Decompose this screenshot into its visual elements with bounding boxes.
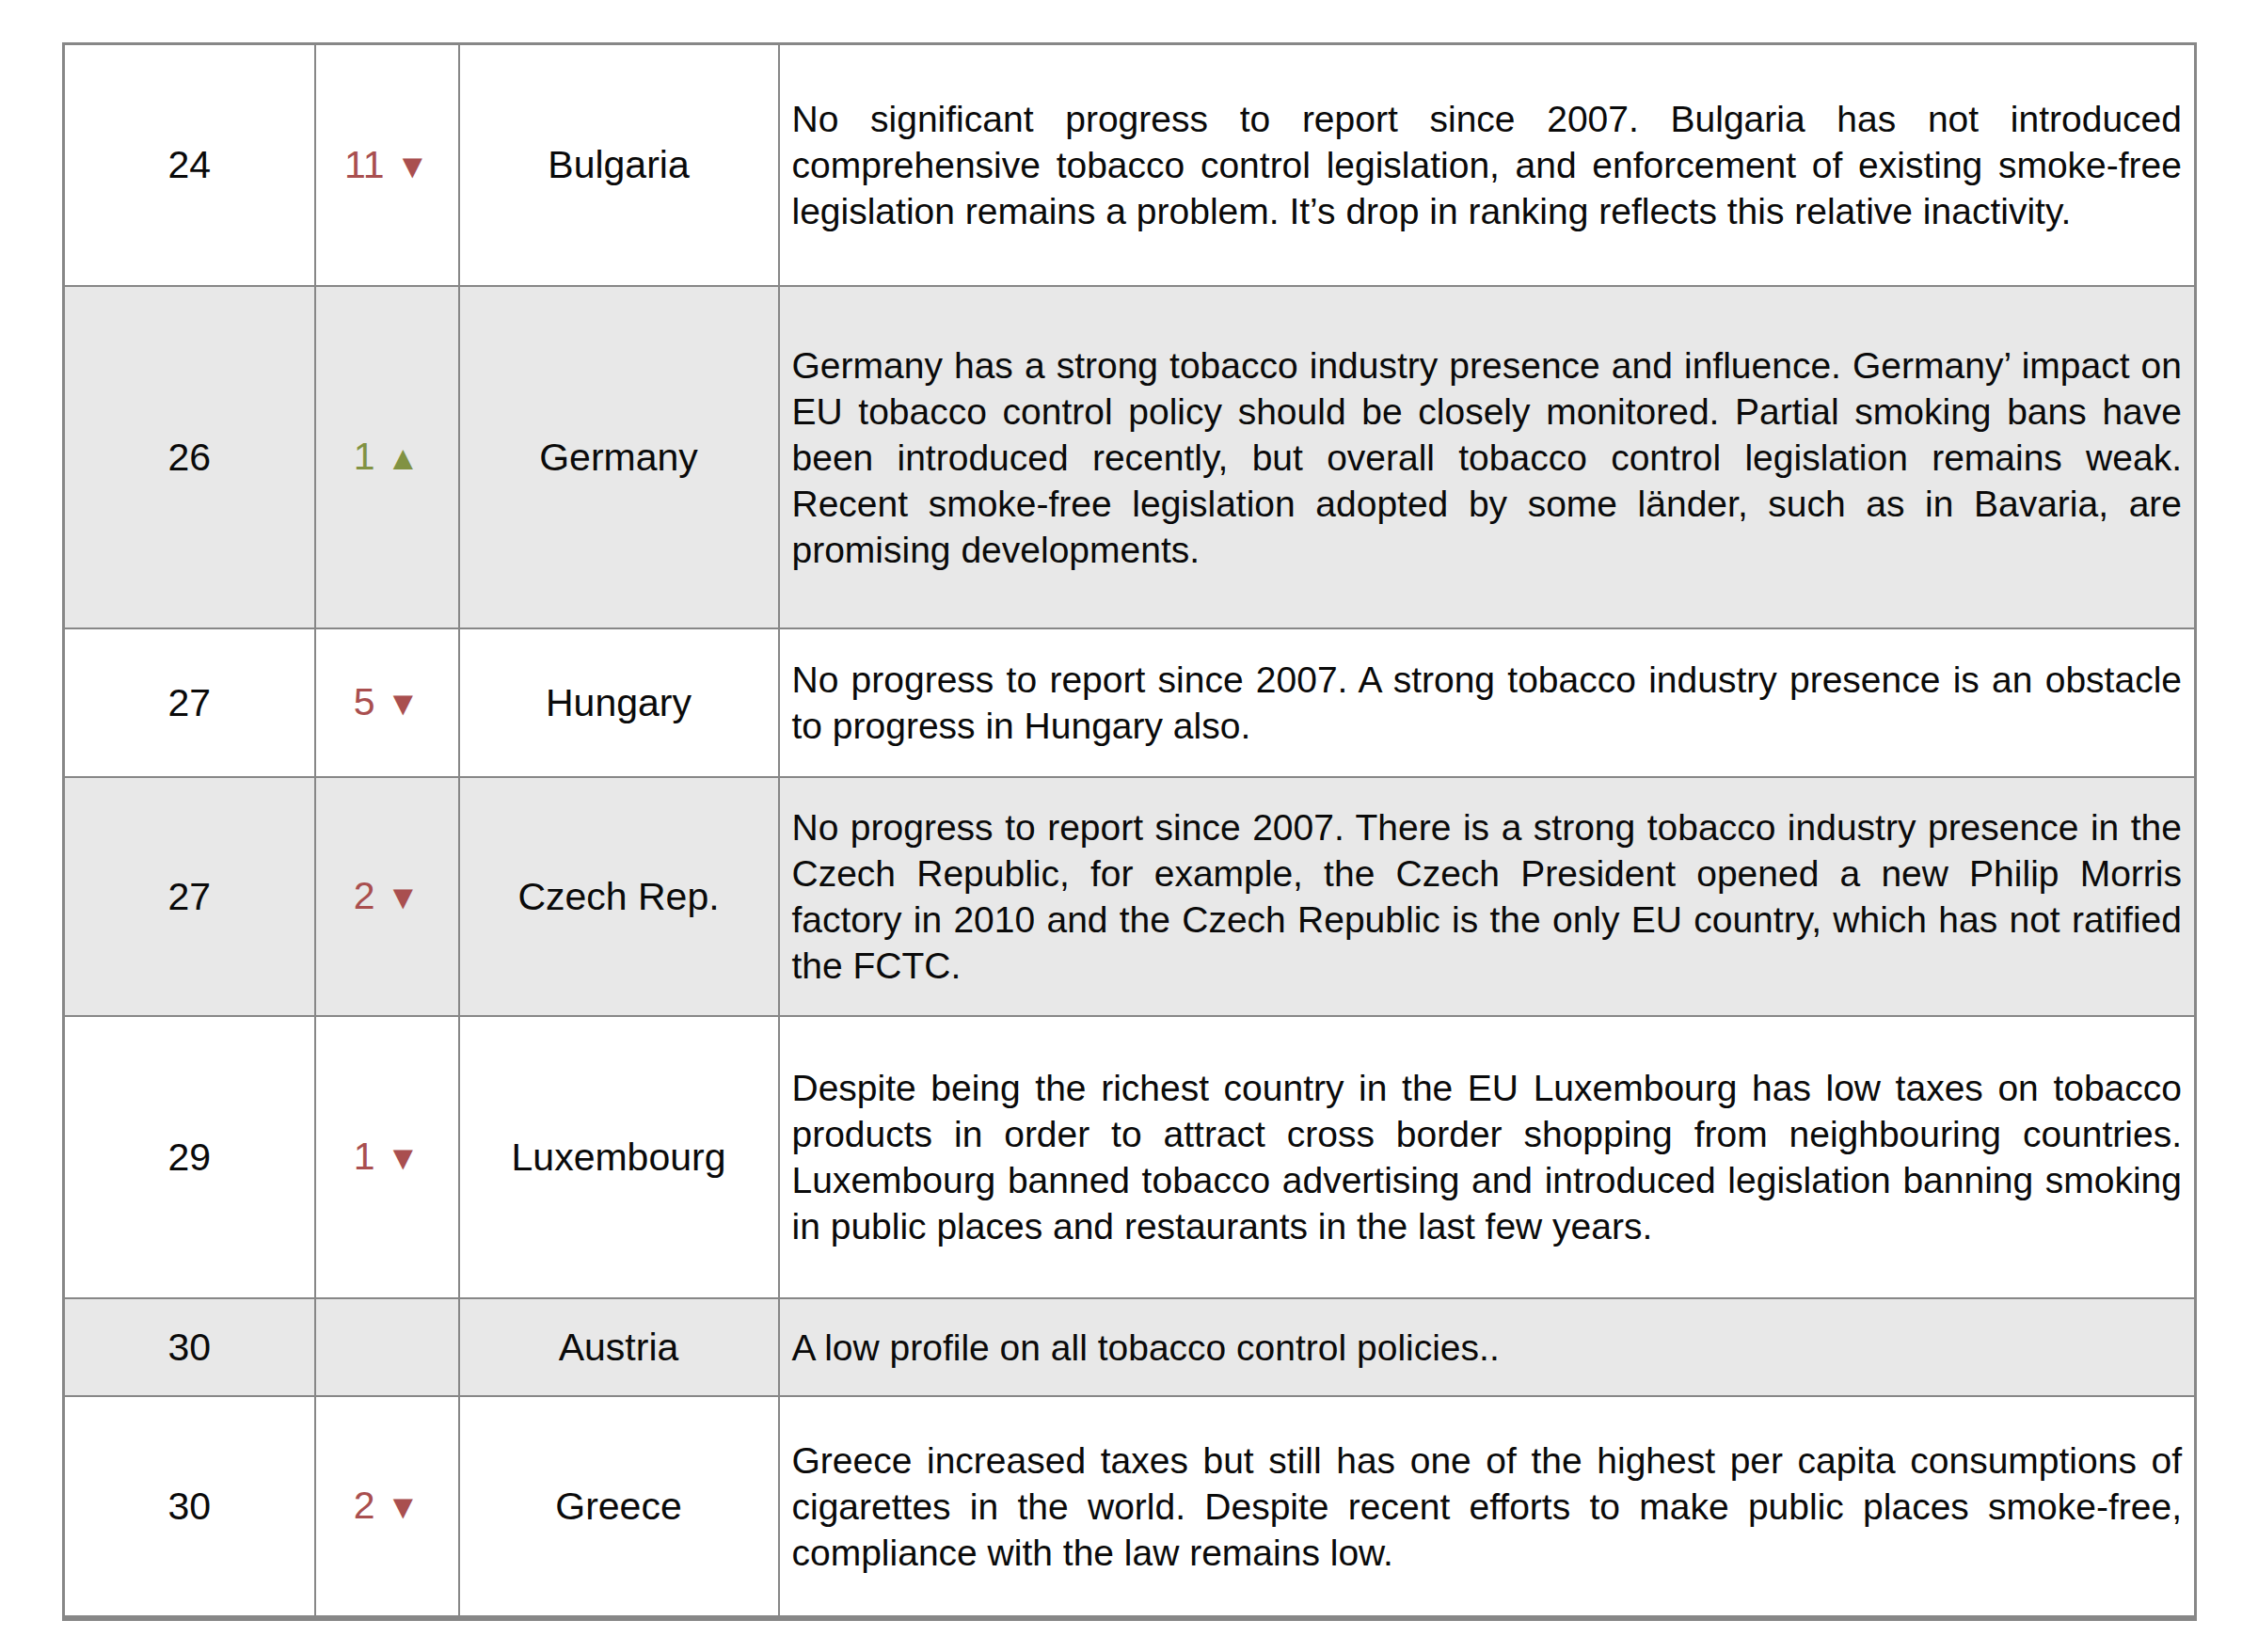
table-row: 26 1▲ Germany Germany has a strong tobac… [64,286,2196,628]
rank-value: 24 [64,44,315,287]
country-name: Czech Rep. [459,777,779,1016]
rank-change-cell: 1▼ [315,1016,459,1298]
rank-change-cell: 5▼ [315,628,459,777]
down-arrow-icon: ▼ [387,1138,421,1177]
down-arrow-icon: ▼ [387,684,421,723]
table-row: 24 11 ▼ Bulgaria No significant progress … [64,44,2196,287]
rank-value: 26 [64,286,315,628]
ranking-table: 24 11▼ Bulgaria No significant progress … [62,42,2197,1621]
table-row: 30 2▼ Greece Greece increased taxes but … [64,1396,2196,1618]
table-row: 27 5▼ Hungary No progress to report sinc… [64,628,2196,777]
country-name: Hungary [459,628,779,777]
country-name: Austria [459,1298,779,1396]
down-arrow-icon: ▼ [387,878,421,916]
rank-change-cell: 11 ▼ [315,44,459,287]
down-arrow-icon: ▼ [395,147,429,185]
rank-value: 30 [64,1396,315,1618]
country-comment: Germany has a strong tobacco industry pr… [779,286,2196,628]
change-value: 5 [354,680,375,723]
up-arrow-icon: ▲ [387,438,421,477]
country-name: Germany [459,286,779,628]
change-value: 11 [344,143,385,186]
table-row: 27 2▼ Czech Rep. No progress to report s… [64,777,2196,1016]
rank-change-cell: 1▲ [315,286,459,628]
change-value: 1 [354,1135,375,1178]
rank-value: 29 [64,1016,315,1298]
country-comment: No significant progress to report since … [779,44,2196,287]
change-value: 2 [354,874,375,917]
rank-change-cell: 2▼ [315,1396,459,1618]
country-name: Luxembourg [459,1016,779,1298]
change-value: 1 [354,435,375,478]
rank-value: 27 [64,628,315,777]
change-value: 2 [354,1484,375,1527]
rank-value: 30 [64,1298,315,1396]
country-comment: Greece increased taxes but still has one… [779,1396,2196,1618]
table-row: 29 1▼ Luxembourg Despite being the riche… [64,1016,2196,1298]
country-comment: Despite being the richest country in the… [779,1016,2196,1298]
table-row: 30 Austria A low profile on all tobacco … [64,1298,2196,1396]
country-comment: A low profile on all tobacco control pol… [779,1298,2196,1396]
country-name: Bulgaria [459,44,779,287]
rank-change-cell: 2▼ [315,777,459,1016]
country-name: Greece [459,1396,779,1618]
rank-value: 27 [64,777,315,1016]
down-arrow-icon: ▼ [387,1487,421,1526]
country-comment: No progress to report since 2007. A stro… [779,628,2196,777]
country-comment: No progress to report since 2007. There … [779,777,2196,1016]
rank-change-cell [315,1298,459,1396]
